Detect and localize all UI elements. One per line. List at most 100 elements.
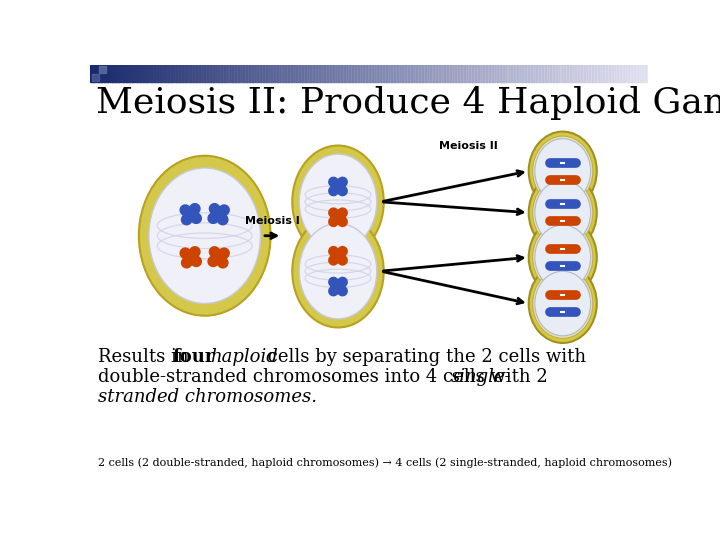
Bar (160, 65, 163, 82)
Ellipse shape (149, 168, 261, 303)
Bar (550, 65, 554, 82)
Bar (249, 65, 253, 82)
Bar (91, 66, 99, 73)
Bar (243, 65, 247, 82)
Bar (258, 65, 261, 82)
Bar (523, 65, 526, 82)
Bar (163, 65, 166, 82)
Ellipse shape (535, 271, 590, 336)
Bar (263, 65, 266, 82)
Bar (210, 65, 214, 82)
Bar (171, 65, 174, 82)
Bar (639, 65, 643, 82)
Bar (154, 65, 158, 82)
Bar (109, 65, 113, 82)
Bar (151, 65, 155, 82)
Bar (322, 65, 325, 82)
Bar (266, 65, 269, 82)
Bar (534, 65, 537, 82)
Bar (431, 65, 434, 82)
Bar (483, 65, 487, 82)
Bar (104, 65, 107, 82)
Bar (148, 65, 152, 82)
Bar (498, 65, 501, 82)
Bar (218, 65, 222, 82)
Bar (472, 65, 476, 82)
Bar (199, 65, 202, 82)
Bar (593, 65, 595, 82)
Text: Meiosis II: Produce 4 Haploid Gametes: Meiosis II: Produce 4 Haploid Gametes (96, 86, 720, 120)
Bar (637, 65, 640, 82)
Bar (464, 65, 467, 82)
Bar (517, 65, 521, 82)
Bar (282, 65, 286, 82)
Bar (500, 65, 504, 82)
Bar (260, 65, 264, 82)
Bar (461, 65, 464, 82)
Bar (570, 65, 573, 82)
Bar (145, 65, 149, 82)
Bar (584, 65, 588, 82)
Bar (352, 65, 356, 82)
Bar (230, 65, 233, 82)
Bar (428, 65, 431, 82)
Bar (547, 65, 551, 82)
Bar (372, 65, 375, 82)
Bar (255, 65, 258, 82)
Bar (99, 65, 102, 82)
Bar (408, 65, 412, 82)
Bar (358, 65, 361, 82)
Bar (101, 65, 104, 82)
Bar (453, 65, 456, 82)
Bar (553, 65, 557, 82)
Bar (595, 65, 598, 82)
Bar (394, 65, 397, 82)
Bar (419, 65, 423, 82)
Bar (344, 65, 348, 82)
Bar (438, 65, 442, 82)
Bar (389, 65, 392, 82)
Text: single-: single- (451, 368, 511, 386)
Bar (620, 65, 624, 82)
Ellipse shape (533, 136, 593, 206)
Bar (121, 65, 125, 82)
Text: cells by separating the 2 cells with: cells by separating the 2 cells with (262, 348, 586, 366)
Bar (227, 65, 230, 82)
Bar (330, 65, 333, 82)
Ellipse shape (535, 225, 590, 289)
Bar (313, 65, 317, 82)
Bar (188, 65, 192, 82)
Bar (386, 65, 390, 82)
Bar (615, 65, 618, 82)
Bar (207, 65, 211, 82)
Bar (269, 65, 272, 82)
Bar (327, 65, 330, 82)
Bar (416, 65, 420, 82)
Bar (578, 65, 582, 82)
Bar (193, 65, 197, 82)
Bar (157, 65, 161, 82)
Bar (505, 65, 509, 82)
Bar (336, 65, 339, 82)
Bar (333, 65, 336, 82)
Bar (631, 65, 635, 82)
Bar (377, 65, 381, 82)
Ellipse shape (533, 222, 593, 292)
Bar (606, 65, 610, 82)
Bar (196, 65, 199, 82)
Bar (402, 65, 406, 82)
Bar (213, 65, 216, 82)
Bar (185, 65, 189, 82)
Bar (224, 65, 228, 82)
Bar (441, 65, 445, 82)
Bar (514, 65, 518, 82)
Bar (469, 65, 473, 82)
Bar (99, 66, 107, 73)
Bar (405, 65, 409, 82)
Bar (129, 65, 132, 82)
Bar (302, 65, 305, 82)
Bar (486, 65, 490, 82)
Bar (274, 65, 278, 82)
Bar (291, 65, 294, 82)
Bar (174, 65, 177, 82)
